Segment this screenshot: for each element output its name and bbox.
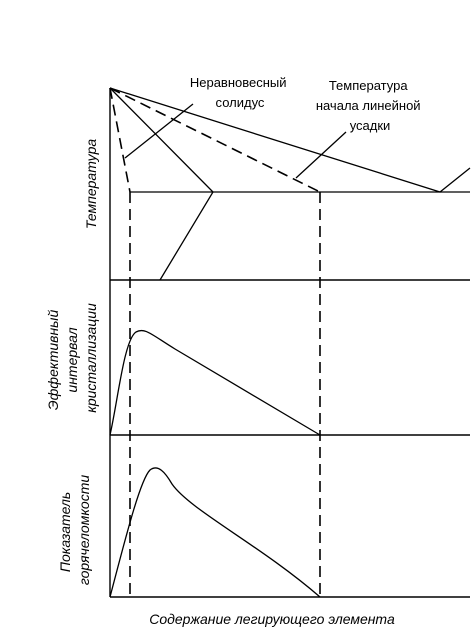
- shrinkage-pointer: [295, 131, 347, 179]
- projection-lines: [129, 192, 321, 597]
- shrinkage-annotation: Температура начала линейной усадки: [316, 78, 424, 133]
- shrinkage-start-line: [109, 87, 321, 193]
- temperature-axis-label: Температура: [83, 139, 99, 230]
- temperature-panel: [109, 87, 471, 281]
- interval-curve: [109, 329, 321, 436]
- solidus-line: [109, 87, 214, 281]
- hot-cracking-axis-label: Показатель горячеломкости: [57, 475, 92, 586]
- interval-axis-label: Эффективный интервал кристаллизации: [45, 303, 99, 413]
- diagram-frame: [109, 88, 470, 598]
- x-axis-label: Содержание легирующего элемента: [149, 611, 395, 627]
- solidus-pointer: [124, 103, 194, 159]
- nonequilibrium-solidus-line: [109, 87, 131, 193]
- solidus-annotation: Неравновесный солидус: [190, 75, 290, 110]
- hot-cracking-curve: [109, 467, 321, 598]
- liquidus-line: [109, 87, 471, 193]
